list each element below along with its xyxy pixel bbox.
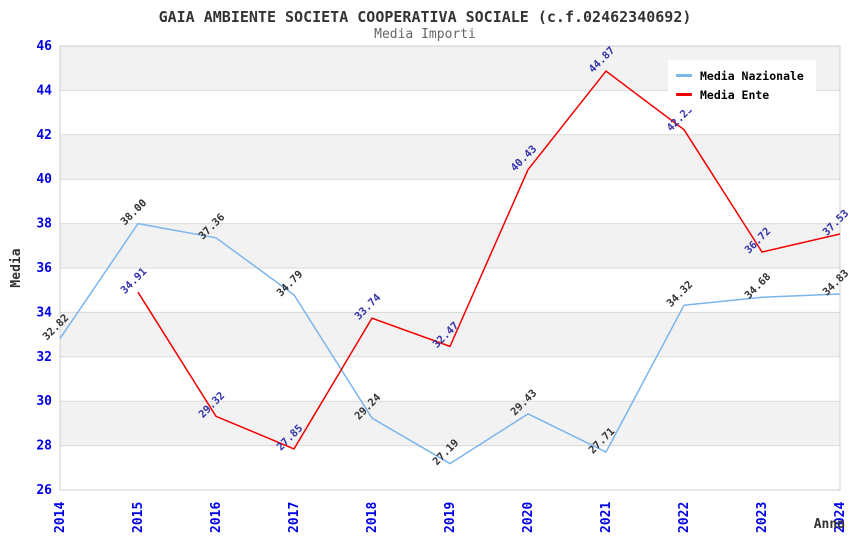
x-axis-title: Anno: [814, 517, 845, 532]
x-tick-label: 2024: [833, 502, 848, 533]
line-swatch-icon: [676, 74, 692, 77]
legend-item-media-nazionale[interactable]: Media Nazionale: [676, 66, 806, 85]
y-tick-label: 46: [36, 39, 52, 54]
x-tick-label: 2021: [599, 502, 614, 533]
x-tick-label: 2015: [131, 502, 146, 533]
x-tick-label: 2019: [443, 502, 458, 533]
plot-border: [59, 45, 841, 491]
y-tick-label: 36: [36, 261, 52, 276]
y-tick-label: 32: [36, 350, 52, 365]
y-tick-label: 34: [36, 305, 52, 320]
series-line-ente: [137, 70, 841, 450]
x-tick-label: 2014: [53, 502, 68, 533]
y-tick-label: 30: [36, 394, 52, 409]
x-tick-label: 2023: [755, 502, 770, 533]
data-label: 34.91: [118, 266, 149, 297]
y-axis-title: Media: [9, 248, 24, 287]
x-tick-label: 2018: [365, 502, 380, 533]
legend: Media Nazionale Media Ente: [668, 60, 816, 110]
y-tick-label: 42: [36, 128, 52, 143]
chart-title: GAIA AMBIENTE SOCIETA COOPERATIVA SOCIAL…: [158, 8, 692, 26]
line-swatch-icon: [676, 93, 692, 96]
x-tick-label: 2020: [521, 502, 536, 533]
y-tick-label: 28: [36, 439, 52, 454]
plot-band: [60, 312, 840, 357]
legend-label: Media Nazionale: [700, 68, 804, 83]
x-tick-label: 2017: [287, 502, 302, 533]
legend-label: Media Ente: [700, 87, 770, 102]
legend-item-media-ente[interactable]: Media Ente: [676, 85, 806, 104]
x-tick-label: 2016: [209, 502, 224, 533]
y-tick-label: 44: [36, 83, 52, 98]
chart-subtitle: Media Importi: [374, 27, 476, 42]
x-tick-label: 2022: [677, 502, 692, 533]
y-tick-label: 26: [36, 483, 52, 498]
y-tick-label: 38: [36, 217, 52, 232]
plot-band: [60, 223, 840, 268]
plot-band: [60, 401, 840, 446]
y-tick-label: 40: [36, 172, 52, 187]
plot-band: [60, 134, 840, 180]
series-line-nazionale: [59, 222, 841, 465]
